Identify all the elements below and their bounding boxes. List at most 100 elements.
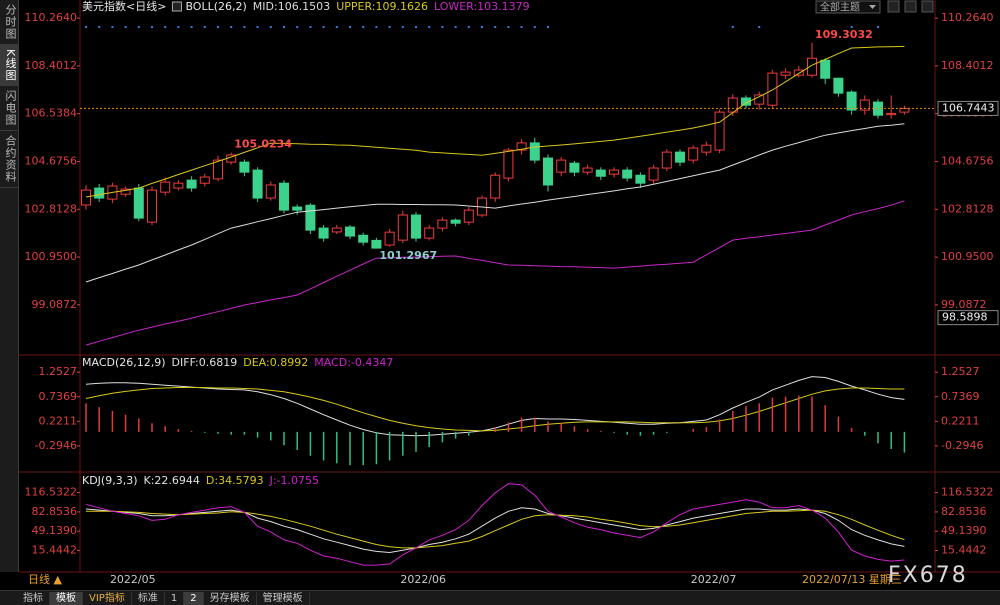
signal-dot	[850, 26, 853, 28]
signal-dot	[401, 26, 404, 28]
legend-entry: DEA:0.8992	[243, 356, 308, 369]
signal-dot	[256, 26, 259, 28]
y-tick-label: 110.2640	[25, 11, 78, 24]
toolbar-tab[interactable]: 指标	[17, 591, 50, 605]
candle-body	[714, 111, 725, 151]
candle-body	[503, 149, 514, 179]
signal-dot	[362, 26, 365, 28]
signal-dot	[494, 26, 497, 28]
y-tick-label: 1.2527	[941, 365, 980, 378]
toolbar-tab[interactable]: 1	[165, 591, 185, 605]
sidebar-tab[interactable]: K线图	[0, 45, 18, 87]
signal-dot	[388, 26, 391, 28]
high-label: 105.0234	[234, 138, 292, 151]
signal-dot	[243, 26, 246, 28]
candle-body	[741, 97, 751, 106]
sidebar-tab[interactable]: 闪电图	[0, 86, 18, 132]
cursor-date: 2022/07/13 星期三	[802, 573, 902, 586]
candle-body	[173, 182, 184, 189]
signal-dot	[137, 26, 140, 28]
indicator-line	[85, 123, 905, 283]
toolbar-tab[interactable]: 模板	[50, 591, 83, 605]
tool-icon[interactable]	[904, 0, 917, 13]
indicator-line	[85, 200, 905, 346]
sidebar: 分时图 K线图 闪电图 合约资料	[0, 0, 19, 572]
y-tick-label: 116.5322	[25, 486, 78, 499]
y-tick-label: 49.1390	[941, 524, 987, 537]
y-tick-label: 116.5322	[941, 486, 994, 499]
candle-body	[648, 167, 659, 181]
sidebar-tab[interactable]: 合约资料	[0, 131, 18, 189]
toolbar-tab[interactable]: 另存模板	[204, 591, 257, 605]
indicator-line	[86, 509, 905, 549]
legend-entry: K:22.6944	[144, 474, 200, 487]
candle-body	[331, 227, 342, 233]
signal-dot	[177, 26, 180, 28]
signal-dot	[335, 26, 338, 28]
candle-body	[661, 151, 672, 169]
cursor-date-box	[798, 573, 886, 587]
watermark: FX678	[888, 563, 968, 588]
toolbar-tab[interactable]: VIP指标	[83, 591, 132, 605]
signal-dot	[98, 26, 101, 28]
signal-dot	[758, 26, 761, 28]
candle-body	[384, 231, 395, 246]
y-tick-label: 108.4012	[941, 59, 994, 72]
signal-dot	[203, 26, 206, 28]
theme-button[interactable]	[815, 0, 881, 14]
candle-body	[199, 176, 210, 184]
interval-label[interactable]: 日线 ▲	[28, 572, 62, 586]
signal-dot	[731, 26, 734, 28]
y-tick-label: 15.4442	[32, 544, 78, 557]
panel-title: KDJ(9,3,3)	[82, 474, 138, 487]
y-tick-label: 15.4442	[941, 544, 987, 557]
candle-body	[859, 99, 870, 111]
y-tick-label: -0.2946	[35, 439, 77, 452]
signal-dot	[415, 26, 417, 28]
indicator-line	[85, 507, 905, 554]
candle-body	[120, 188, 131, 195]
signal-dot	[85, 26, 87, 28]
chart: 全部主题 日线 ▲ 2022/07/13 星期三 FX678 110.2640 1…	[19, 0, 1000, 588]
candle-body	[767, 72, 778, 106]
candle-body	[833, 77, 844, 94]
y-tick-label: 0.2211	[39, 414, 78, 427]
tool-icon[interactable]	[921, 0, 934, 13]
y-tick-label: 106.5384	[25, 107, 78, 120]
y-tick-label: 104.6756	[941, 154, 994, 167]
candle-body	[239, 161, 250, 173]
y-tick-label: 104.6756	[25, 154, 78, 167]
candle-body	[595, 169, 606, 177]
panel-title: 美元指数<日线>	[82, 0, 166, 13]
candle-body	[688, 147, 699, 161]
y-tick-label: 110.2640	[941, 11, 994, 24]
signal-dot	[467, 26, 470, 28]
signal-dot	[507, 26, 510, 28]
signal-dot	[533, 26, 536, 28]
cursor-price-box	[937, 310, 999, 326]
toolbar-tab[interactable]: 标准	[132, 591, 165, 605]
y-tick-label: 99.0872	[941, 298, 987, 311]
y-tick-label: 102.8128	[941, 202, 994, 215]
theme-button-label[interactable]: 全部主题	[820, 1, 860, 14]
candle-body	[397, 214, 408, 241]
signal-dot	[441, 26, 444, 28]
dropdown-arrow[interactable]	[869, 5, 876, 9]
candle-body	[252, 169, 263, 199]
candle-body	[450, 219, 461, 224]
high-label: 109.3032	[815, 28, 873, 41]
y-tick-label: 49.1390	[32, 524, 78, 537]
toolbar-tab[interactable]: 2	[184, 591, 204, 605]
signal-dot	[547, 26, 549, 28]
tool-icon[interactable]	[887, 0, 900, 13]
cursor-price-label: 98.5898	[942, 311, 988, 324]
sidebar-tab[interactable]: 分时图	[0, 0, 18, 45]
candle-body	[529, 142, 540, 161]
toolbar-tab[interactable]: 管理模板	[257, 591, 310, 605]
candle-body	[780, 71, 791, 76]
low-label: 101.2967	[379, 249, 437, 262]
indicator-name: BOLL(26,2)	[185, 0, 246, 13]
candle-body	[318, 227, 329, 239]
candle-body	[556, 159, 567, 173]
candle-body	[701, 144, 712, 153]
